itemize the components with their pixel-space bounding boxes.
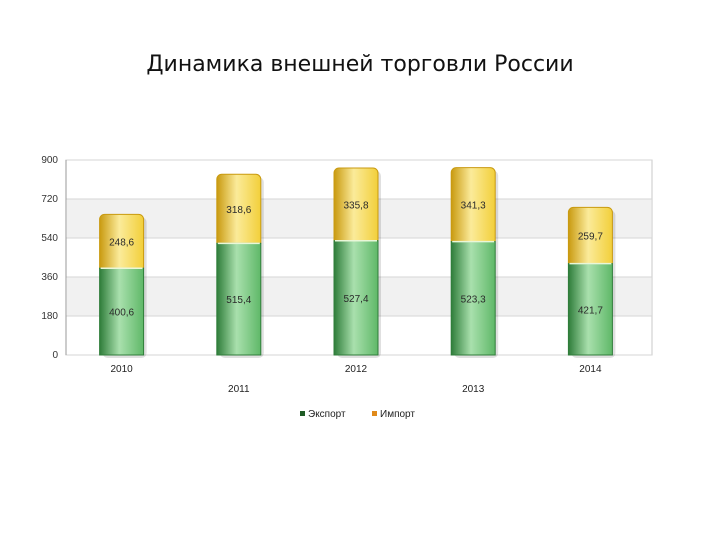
y-tick-label: 720 (41, 194, 58, 205)
bar-export-2014 (567, 263, 613, 356)
data-label-export: 400,6 (109, 308, 134, 319)
legend: Экспорт Импорт (300, 409, 415, 420)
data-label-import: 335,8 (343, 200, 368, 211)
y-tick-label: 900 (41, 155, 58, 166)
x-tick-label: 2012 (345, 364, 368, 375)
bars-group (99, 167, 616, 358)
slide-title: Динамика внешней торговли России (146, 52, 574, 77)
bar-export-2013 (450, 241, 496, 356)
axis-group: 0 180 360 540 720 900 2010 2011 2012 2013 2014 (41, 155, 602, 395)
data-label-export: 515,4 (226, 295, 251, 306)
data-label-import: 248,6 (109, 237, 134, 248)
data-label-import: 318,6 (226, 205, 251, 216)
data-labels-group: 400,6 248,6 515,4 318,6 527,4 335,8 523,3 341,3… (109, 200, 603, 318)
data-label-export: 523,3 (461, 294, 486, 305)
y-tick-label: 360 (41, 272, 58, 283)
x-tick-label: 2014 (579, 364, 602, 375)
data-label-export: 421,7 (578, 305, 603, 316)
data-label-export: 527,4 (343, 294, 368, 305)
bar-export-2012 (333, 240, 379, 356)
bar-export-2010 (99, 267, 145, 356)
x-tick-label: 2010 (110, 364, 133, 375)
x-tick-label: 2013 (462, 384, 485, 395)
y-tick-label: 180 (41, 311, 58, 322)
y-tick-label: 540 (41, 233, 58, 244)
y-tick-label: 0 (52, 350, 58, 361)
data-label-import: 341,3 (461, 201, 486, 212)
legend-label: Импорт (380, 409, 415, 420)
legend-swatch (300, 411, 305, 416)
legend-label: Экспорт (308, 409, 346, 420)
data-label-import: 259,7 (578, 231, 603, 242)
legend-swatch (372, 411, 377, 416)
x-tick-label: 2011 (228, 384, 250, 395)
